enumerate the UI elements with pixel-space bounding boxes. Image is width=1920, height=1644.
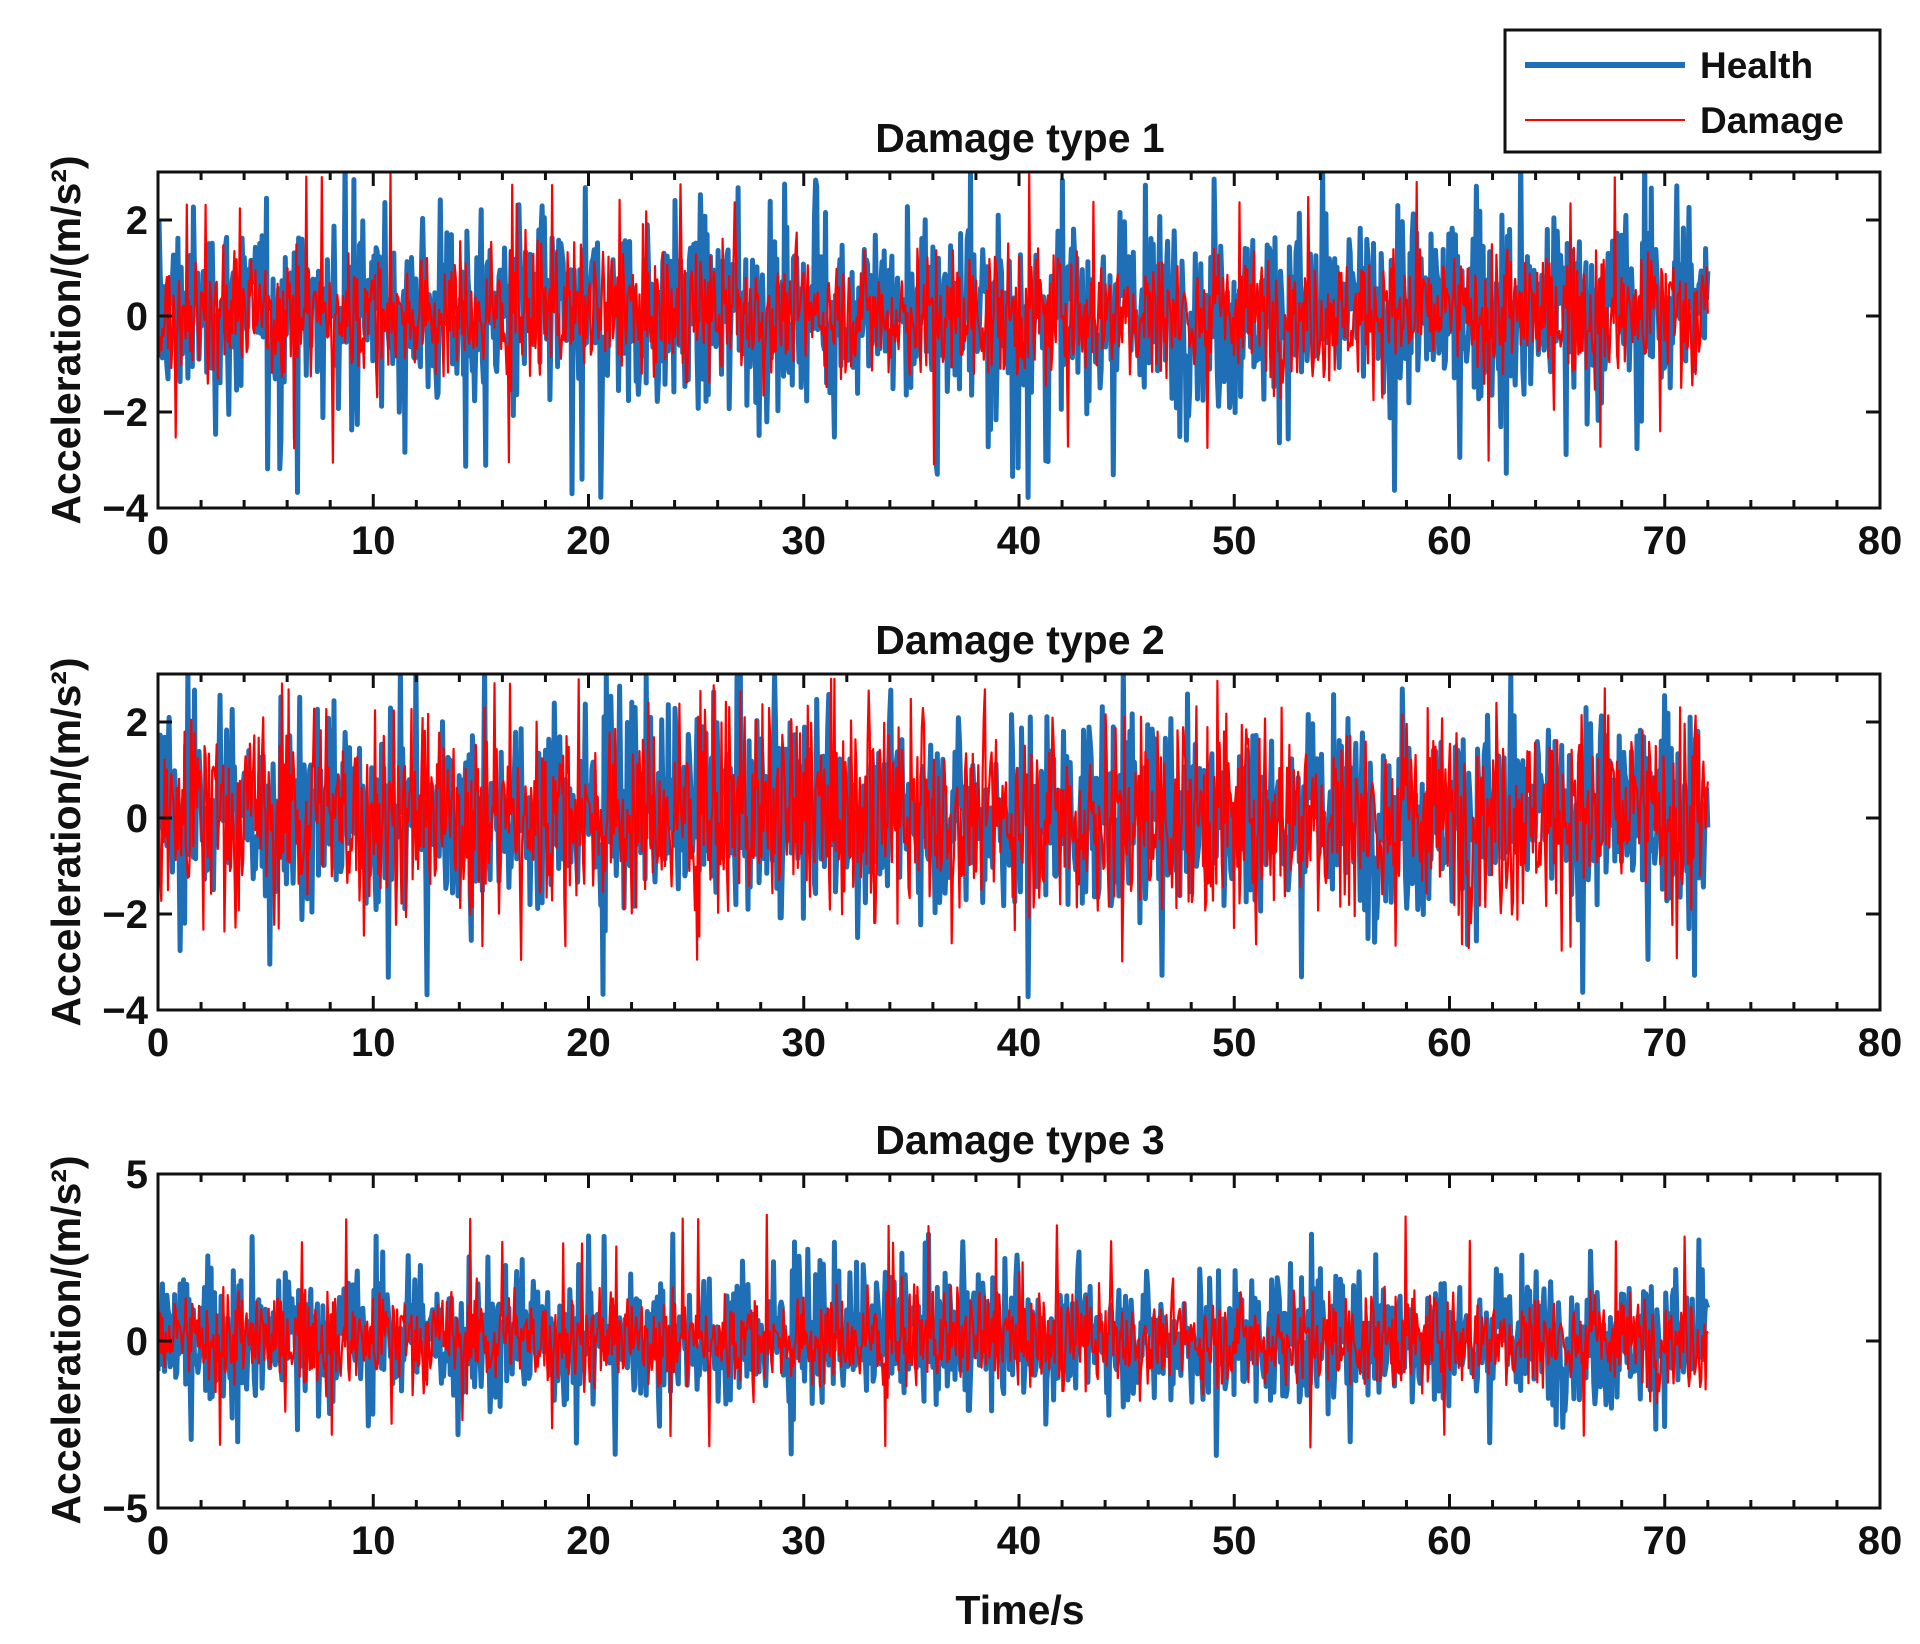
x-axis-label: Time/s: [955, 1587, 1084, 1633]
y-tick-label: −2: [102, 893, 148, 937]
x-tick-label: 60: [1427, 1021, 1472, 1065]
y-tick-label: 5: [126, 1153, 148, 1197]
subplot-title: Damage type 1: [875, 115, 1164, 161]
series-line-damage: [158, 1213, 1709, 1449]
plot-area: 0 10 20 30 40 50 60 70 80 −4 −2 0 2: [102, 672, 1903, 1065]
x-tick-label: 0: [147, 1021, 169, 1065]
subplot-damage-type-2: Damage type 2 Acceleration/(m/s²) 0 10 20 3…: [43, 617, 1902, 1065]
y-tick-label: −5: [102, 1487, 148, 1531]
series-line-health: [158, 674, 1711, 1000]
subplot-damage-type-3: Damage type 3 Acceleration/(m/s²) Time/s…: [43, 1117, 1902, 1633]
x-tick-label: 0: [147, 1519, 169, 1563]
x-tick-label: 40: [997, 519, 1042, 563]
x-tick-label: 70: [1643, 519, 1688, 563]
x-tick-label: 70: [1643, 1519, 1688, 1563]
x-tick-label: 20: [566, 519, 611, 563]
x-tick-label: 80: [1858, 1021, 1903, 1065]
x-tick-label: 30: [782, 519, 827, 563]
x-tick-label: 50: [1212, 1021, 1257, 1065]
x-tick-label: 60: [1427, 519, 1472, 563]
x-tick-label: 10: [351, 519, 396, 563]
series-line-damage: [158, 172, 1709, 466]
legend-box: [1503, 28, 1882, 154]
x-tick-label: 0: [147, 519, 169, 563]
subplot-title: Damage type 3: [875, 1117, 1164, 1163]
x-tick-label: 80: [1858, 519, 1903, 563]
plot-area: 0 10 20 30 40 50 60 70 80 −4 −2 0 2: [102, 170, 1903, 563]
y-tick-label: 0: [126, 295, 148, 339]
x-tick-label: 50: [1212, 519, 1257, 563]
legend-label-health: Health: [1700, 45, 1813, 86]
y-tick-label: 0: [126, 797, 148, 841]
x-tick-label: 20: [566, 1021, 611, 1065]
x-tick-label: 40: [997, 1519, 1042, 1563]
x-tick-label: 10: [351, 1021, 396, 1065]
x-tick-label: 30: [782, 1519, 827, 1563]
legend: Health Damage: [1503, 28, 1882, 154]
y-tick-label: −4: [102, 989, 148, 1033]
subplot-title: Damage type 2: [875, 617, 1164, 663]
subplot-damage-type-1: Damage type 1 Acceleration/(m/s²) 0 10 20 3…: [43, 115, 1902, 563]
x-tick-label: 60: [1427, 1519, 1472, 1563]
x-tick-label: 10: [351, 1519, 396, 1563]
y-tick-label: −4: [102, 487, 148, 531]
x-tick-label: 50: [1212, 1519, 1257, 1563]
plot-area: 0 10 20 30 40 50 60 70 80−505: [102, 1153, 1902, 1563]
y-tick-label: 0: [126, 1320, 148, 1364]
x-tick-label: 70: [1643, 1021, 1688, 1065]
series-line-damage: [158, 677, 1709, 963]
legend-label-damage: Damage: [1700, 100, 1844, 141]
y-axis-label: Acceleration/(m/s²): [43, 1155, 89, 1524]
y-axis-label: Acceleration/(m/s²): [43, 155, 89, 524]
y-tick-label: 2: [126, 199, 148, 243]
x-tick-label: 30: [782, 1021, 827, 1065]
x-tick-label: 20: [566, 1519, 611, 1563]
y-tick-label: −2: [102, 391, 148, 435]
y-tick-label: 2: [126, 701, 148, 745]
y-axis-label: Acceleration/(m/s²): [43, 657, 89, 1026]
x-tick-label: 80: [1858, 1519, 1903, 1563]
x-tick-label: 40: [997, 1021, 1042, 1065]
